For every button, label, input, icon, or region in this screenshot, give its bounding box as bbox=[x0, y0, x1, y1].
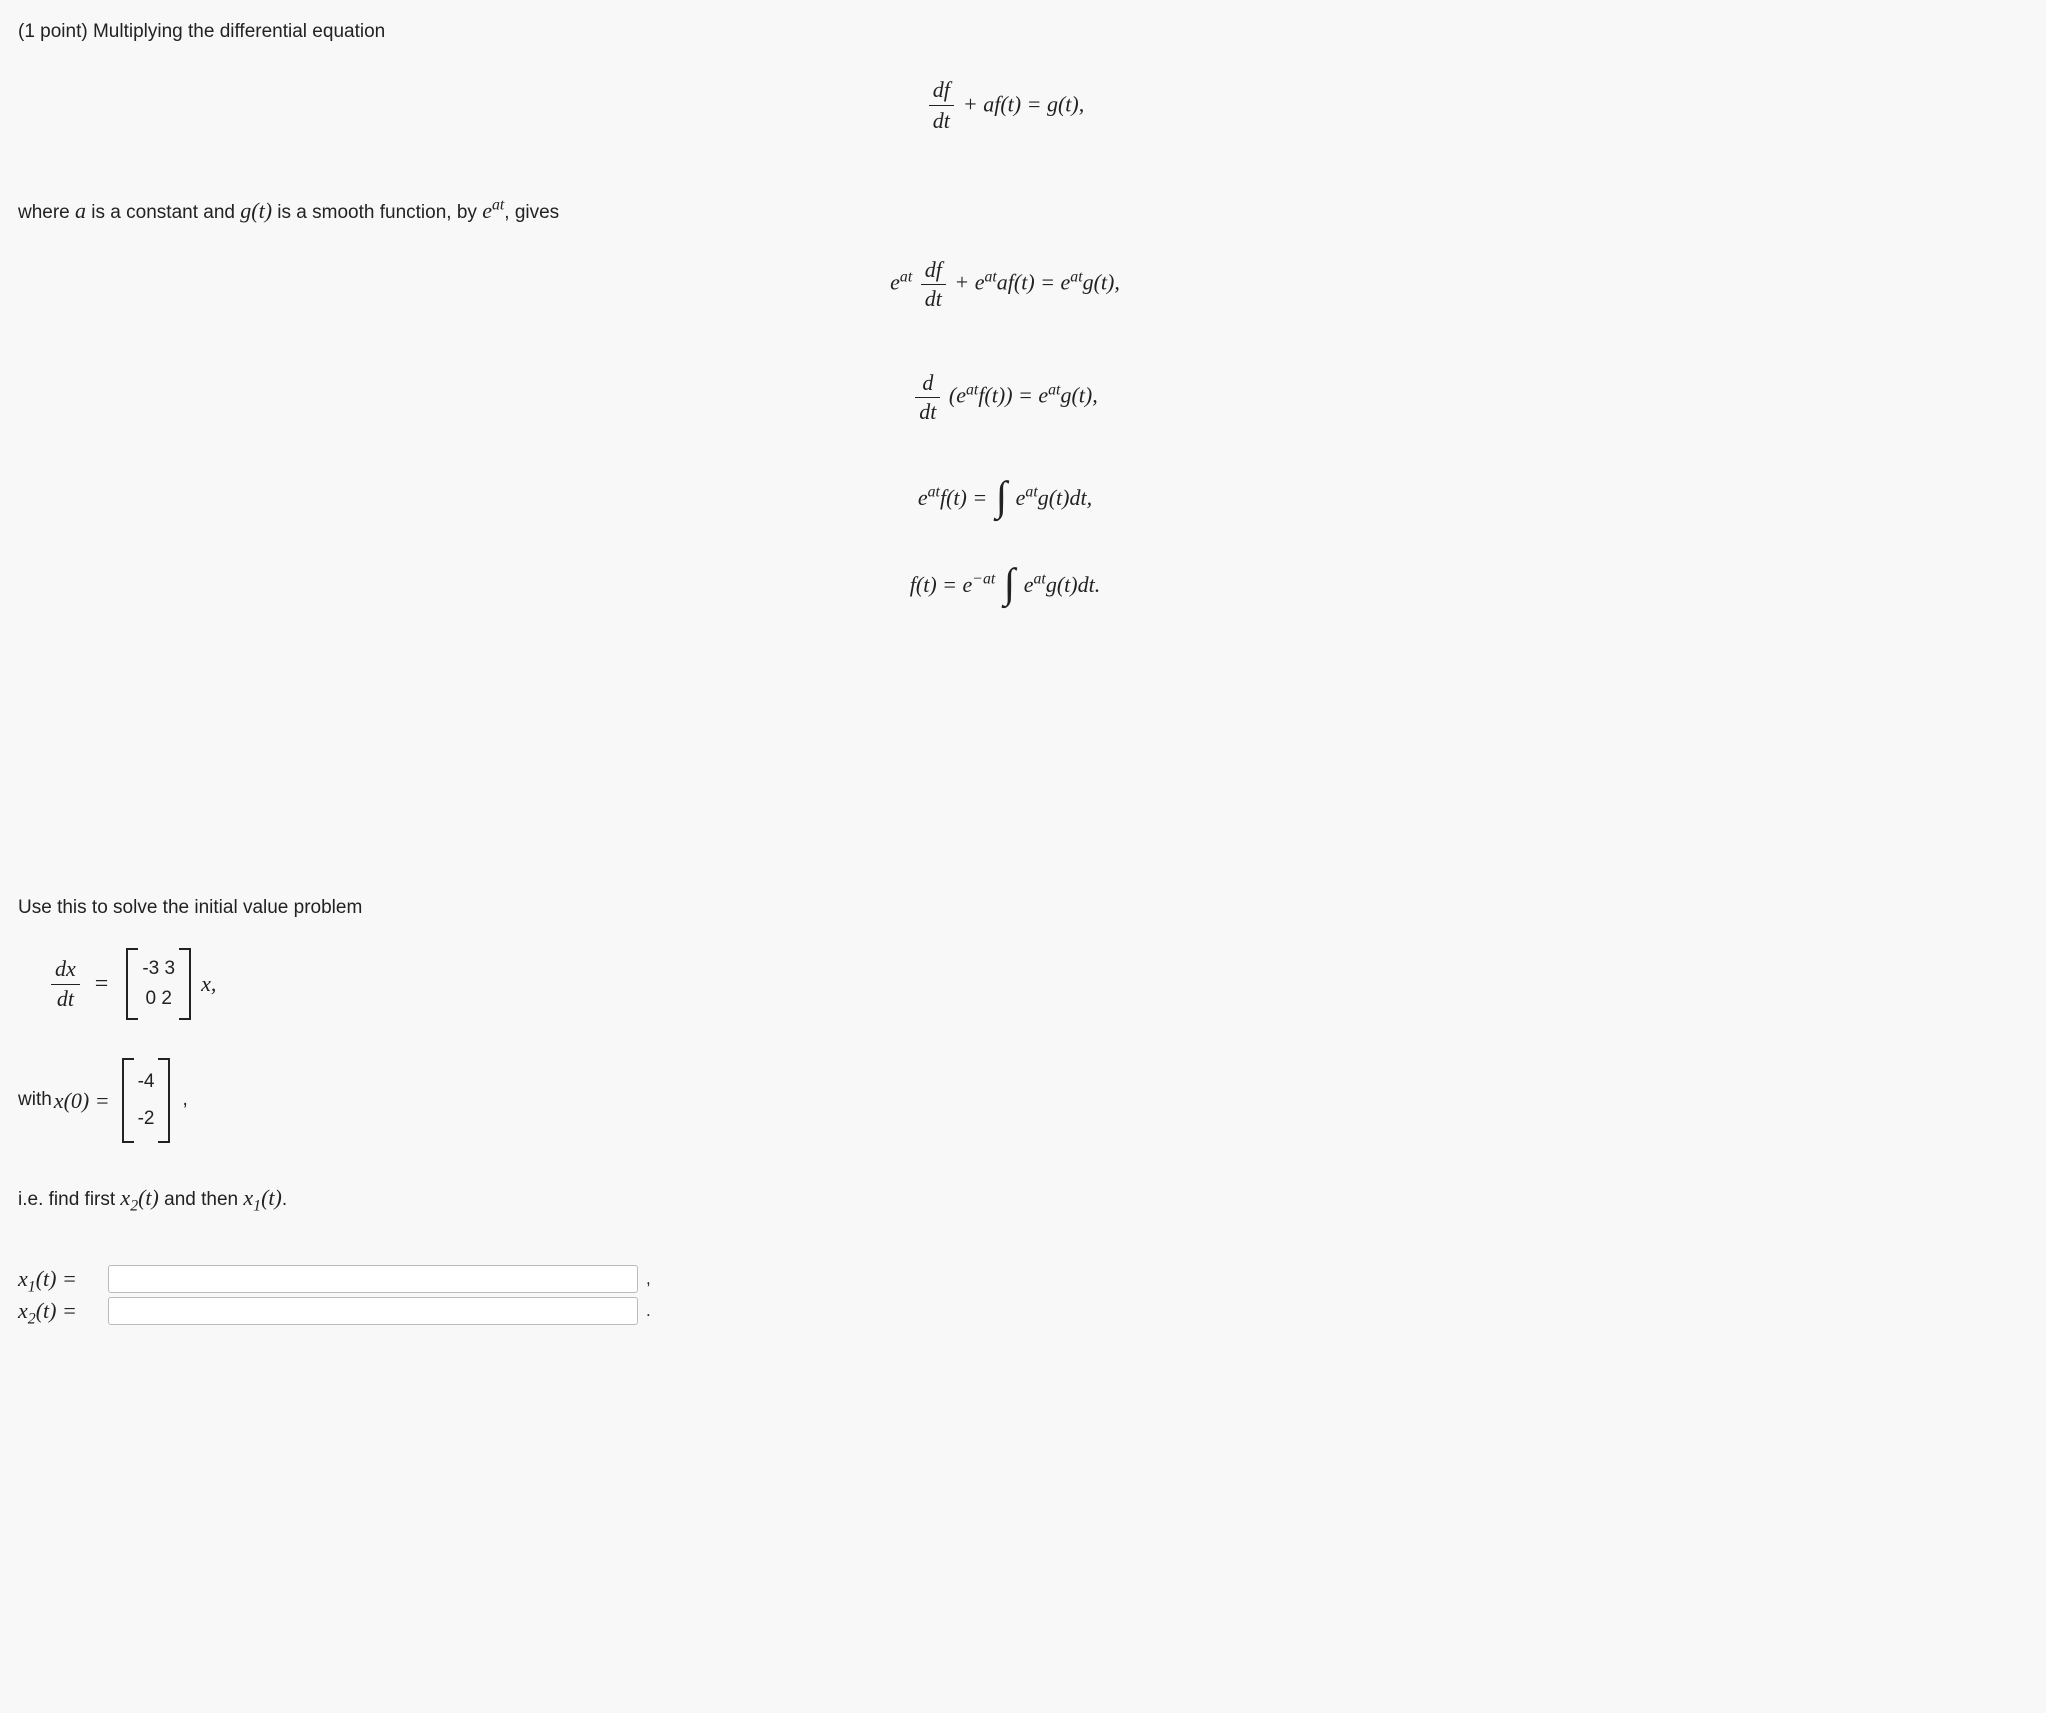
eq4-sup1: at bbox=[928, 483, 940, 500]
where-mid2: is a smooth function, by bbox=[272, 202, 482, 223]
matrix-x0: -4 -2 bbox=[122, 1058, 171, 1143]
use-this-line: Use this to solve the initial value prob… bbox=[18, 894, 1992, 923]
equation-4: eatf(t) = ∫ eatg(t)dt, bbox=[18, 485, 1992, 512]
eq2-mid2: af(t) = e bbox=[997, 270, 1071, 295]
eq2-sup2: at bbox=[984, 268, 996, 285]
with-text: with bbox=[18, 1086, 52, 1115]
eq4-intpre: e bbox=[1010, 485, 1025, 510]
eq5-sup2: at bbox=[1034, 571, 1046, 588]
use-this-text: Use this to solve the initial value prob… bbox=[18, 897, 362, 918]
eq3-mid: f(t)) = e bbox=[978, 383, 1048, 408]
ivp-equation: dx dt = -3 3 0 2 x, bbox=[48, 948, 1992, 1020]
x2-sub: 2 bbox=[28, 1310, 36, 1327]
x1-label: x1(t) = bbox=[18, 1266, 108, 1292]
matrix-A: -3 3 0 2 bbox=[126, 948, 191, 1020]
where-line: where a is a constant and g(t) is a smoo… bbox=[18, 194, 1992, 228]
eq5-pre: f(t) = e bbox=[910, 572, 973, 597]
eq4-mid: f(t) = bbox=[940, 485, 993, 510]
eq2-sup3: at bbox=[1070, 268, 1082, 285]
eq2-end: g(t), bbox=[1083, 270, 1120, 295]
eq5-sup1: −at bbox=[972, 571, 995, 588]
ie-x2-of-t: (t) bbox=[138, 1185, 159, 1210]
integral-icon-2: ∫ bbox=[1004, 572, 1015, 597]
x2-of-t-eq: (t) = bbox=[36, 1298, 77, 1323]
equation-1: df dt + af(t) = g(t), bbox=[18, 77, 1992, 135]
x1-sub: 1 bbox=[28, 1278, 36, 1295]
matrix-x0-row2: -2 bbox=[132, 1101, 161, 1138]
ie-line: i.e. find first x2(t) and then x1(t). bbox=[18, 1181, 1992, 1215]
fraction-df-dt-2: df dt bbox=[921, 258, 946, 311]
equation-3: d dt (eatf(t)) = eatg(t), bbox=[18, 371, 1992, 424]
matrix-A-row1: -3 3 bbox=[136, 954, 181, 984]
vertical-spacer bbox=[18, 660, 1992, 890]
x1-of-t-eq: (t) = bbox=[36, 1266, 77, 1291]
answer-row-x2: x2(t) = . bbox=[18, 1297, 1992, 1325]
small-spacer bbox=[18, 1241, 1992, 1261]
x2-trail: . bbox=[646, 1301, 651, 1321]
eq3-pre: (e bbox=[949, 383, 966, 408]
fraction-dx-dt: dx dt bbox=[51, 957, 80, 1010]
fraction-d-dt: d dt bbox=[915, 371, 940, 424]
where-pre: where bbox=[18, 202, 75, 223]
where-mid1: is a constant and bbox=[86, 202, 240, 223]
ie-post: . bbox=[282, 1189, 287, 1210]
matrix-x0-row1: -4 bbox=[132, 1064, 161, 1101]
eq3-end: g(t), bbox=[1060, 383, 1097, 408]
eq3-sup2: at bbox=[1048, 382, 1060, 399]
eq5-intpre: e bbox=[1018, 572, 1033, 597]
equals-sign: = bbox=[95, 971, 109, 998]
eq2-mid1: + e bbox=[954, 270, 984, 295]
sup-at-1: at bbox=[492, 197, 504, 214]
eq2-sup1: at bbox=[900, 268, 912, 285]
ie-x1-of-t: (t) bbox=[261, 1185, 282, 1210]
equation-5: f(t) = e−at ∫ eatg(t)dt. bbox=[18, 572, 1992, 599]
x2-var: x bbox=[18, 1298, 28, 1323]
eq1-den: dt bbox=[933, 108, 950, 133]
initial-condition-line: with x(0) = -4 -2 , bbox=[18, 1058, 1992, 1143]
equation-2: eat df dt + eataf(t) = eatg(t), bbox=[18, 258, 1992, 311]
points-prefix: (1 point) bbox=[18, 21, 93, 42]
eq2-den: dt bbox=[925, 286, 942, 311]
ie-x1-var: x bbox=[243, 1185, 253, 1210]
problem-page: (1 point) Multiplying the differential e… bbox=[0, 0, 2010, 1680]
matrix-A-row2: 0 2 bbox=[136, 984, 181, 1014]
where-post: , gives bbox=[504, 202, 559, 223]
ie-mid: and then bbox=[159, 1189, 244, 1210]
answer-row-x1: x1(t) = , bbox=[18, 1265, 1992, 1293]
x-comma: x, bbox=[201, 971, 216, 997]
intro-line: (1 point) Multiplying the differential e… bbox=[18, 18, 1992, 47]
ie-sub1: 1 bbox=[253, 1197, 261, 1214]
eq4-end: g(t)dt, bbox=[1038, 485, 1092, 510]
x2-label: x2(t) = bbox=[18, 1298, 108, 1324]
eq4-sup2: at bbox=[1025, 483, 1037, 500]
ie-x2-var: x bbox=[120, 1185, 130, 1210]
eq3-num: d bbox=[922, 370, 933, 395]
fraction-df-dt: df dt bbox=[929, 77, 954, 135]
intro-text: Multiplying the differential equation bbox=[93, 21, 385, 42]
x1-var: x bbox=[18, 1266, 28, 1291]
x2-input[interactable] bbox=[108, 1297, 638, 1325]
var-g: g(t) bbox=[240, 198, 272, 223]
var-a: a bbox=[75, 198, 86, 223]
eq3-den: dt bbox=[919, 399, 936, 424]
eq5-end: g(t)dt. bbox=[1046, 572, 1100, 597]
eq4-e1: e bbox=[918, 485, 928, 510]
integral-icon: ∫ bbox=[996, 485, 1007, 510]
x1-trail: , bbox=[646, 1269, 651, 1289]
x1-input[interactable] bbox=[108, 1265, 638, 1293]
eq1-num: df bbox=[933, 77, 950, 102]
ie-pre: i.e. find first bbox=[18, 1189, 120, 1210]
eq1-rest: + af(t) = g(t), bbox=[963, 91, 1084, 116]
eq3-sup1: at bbox=[966, 382, 978, 399]
eq2-num: df bbox=[925, 257, 942, 282]
trailing-comma-ic: , bbox=[182, 1086, 187, 1115]
x0-label: x(0) = bbox=[54, 1084, 110, 1117]
eq2-e1: e bbox=[890, 270, 900, 295]
ie-sub2: 2 bbox=[130, 1197, 138, 1214]
